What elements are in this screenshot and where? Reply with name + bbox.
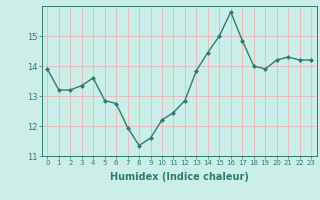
X-axis label: Humidex (Indice chaleur): Humidex (Indice chaleur) <box>110 172 249 182</box>
